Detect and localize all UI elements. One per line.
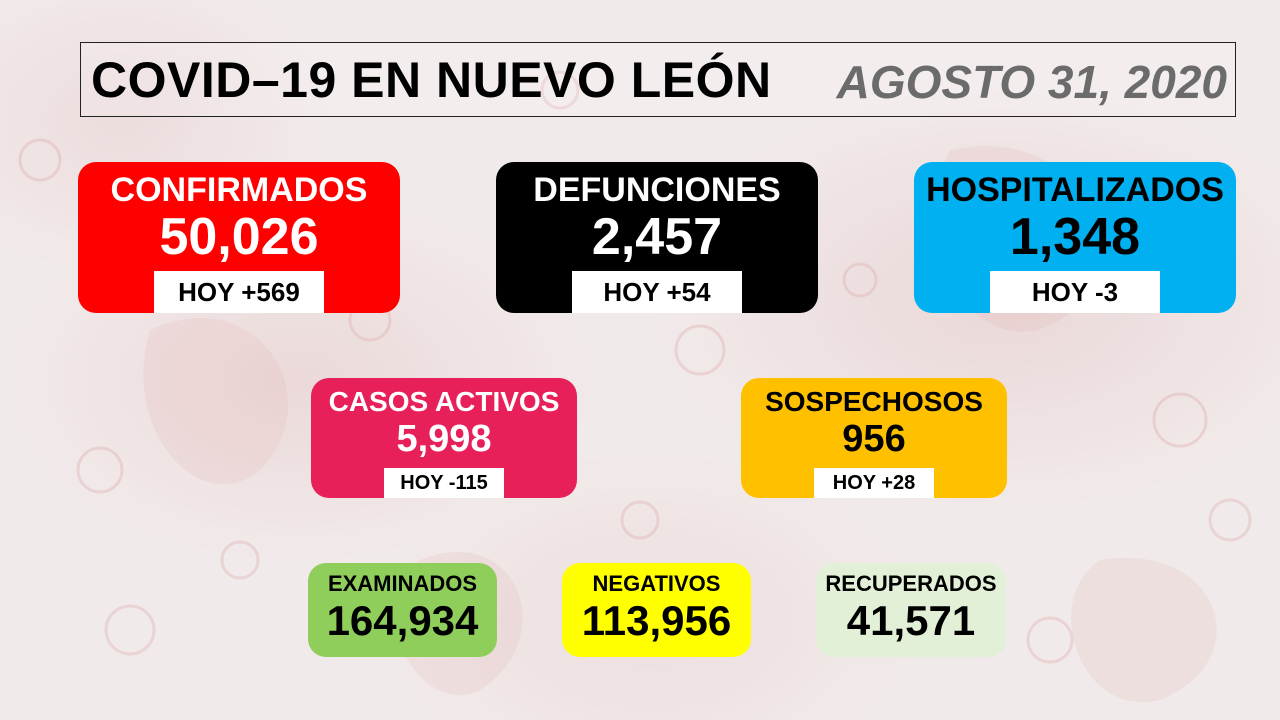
examinados-card: EXAMINADOS 164,934: [308, 563, 497, 657]
defunciones-card: DEFUNCIONES 2,457 HOY +54: [496, 162, 818, 313]
casos-activos-today-badge: HOY -115: [384, 468, 504, 498]
page-title: COVID–19 EN NUEVO LEÓN: [91, 52, 772, 108]
recuperados-card: RECUPERADOS 41,571: [816, 563, 1006, 657]
negativos-value: 113,956: [581, 597, 732, 644]
sospechosos-card: SOSPECHOSOS 956 HOY +28: [741, 378, 1007, 498]
hospitalizados-today-badge: HOY -3: [990, 271, 1160, 313]
examinados-value: 164,934: [326, 597, 479, 644]
defunciones-value: 2,457: [591, 208, 723, 266]
confirmados-card: CONFIRMADOS 50,026 HOY +569: [78, 162, 400, 313]
defunciones-label: DEFUNCIONES: [533, 171, 781, 209]
negativos-label: NEGATIVOS: [592, 571, 721, 596]
negativos-card: NEGATIVOS 113,956: [562, 563, 751, 657]
confirmados-value: 50,026: [159, 208, 319, 266]
confirmados-label: CONFIRMADOS: [110, 171, 368, 209]
sospechosos-today-badge: HOY +28: [814, 468, 934, 498]
hospitalizados-label: HOSPITALIZADOS: [926, 171, 1224, 209]
hospitalizados-value: 1,348: [1009, 208, 1141, 266]
report-date: AGOSTO 31, 2020: [836, 56, 1227, 108]
sospechosos-value: 956: [842, 418, 906, 460]
header-box: COVID–19 EN NUEVO LEÓN AGOSTO 31, 2020: [80, 42, 1236, 117]
casos-activos-card: CASOS ACTIVOS 5,998 HOY -115: [311, 378, 577, 498]
sospechosos-label: SOSPECHOSOS: [765, 386, 983, 417]
confirmados-today-badge: HOY +569: [154, 271, 324, 313]
hospitalizados-card: HOSPITALIZADOS 1,348 HOY -3: [914, 162, 1236, 313]
recuperados-label: RECUPERADOS: [825, 571, 997, 596]
examinados-label: EXAMINADOS: [327, 571, 478, 596]
casos-activos-label: CASOS ACTIVOS: [328, 386, 560, 417]
recuperados-value: 41,571: [846, 597, 976, 644]
defunciones-today-badge: HOY +54: [572, 271, 742, 313]
casos-activos-value: 5,998: [396, 418, 492, 460]
